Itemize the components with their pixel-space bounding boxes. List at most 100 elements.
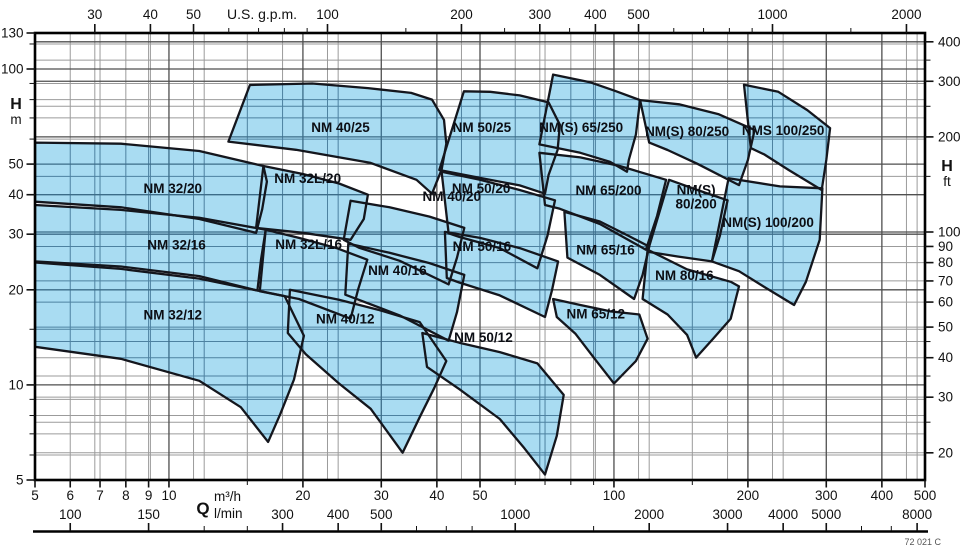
bottom-m3h-tick-label: 30 <box>374 488 389 503</box>
bottom-m3h-tick-label: 5 <box>31 488 39 503</box>
left-tick-label: 10 <box>8 377 23 392</box>
flow-axis-symbol: Q <box>196 499 209 518</box>
region-label-nm-s-100-200: NM(S) 100/200 <box>722 215 814 230</box>
top-tick-label: 40 <box>143 7 158 22</box>
region-nm-s-65-250 <box>539 74 641 172</box>
region-outline-nm-50-16 <box>443 230 560 319</box>
region-label-nm-50-12: NM 50/12 <box>454 330 513 345</box>
left-tick-label: 5 <box>16 473 24 488</box>
right-tick-label: 200 <box>938 129 961 144</box>
top-tick-label: 100 <box>316 7 339 22</box>
region-nm-50-25 <box>439 91 560 194</box>
region-nm-s-80-200 <box>647 179 728 262</box>
top-tick-label: 400 <box>584 7 607 22</box>
region-nm-40-16 <box>345 243 465 341</box>
region-nm-32-20 <box>35 142 267 233</box>
region-label-nm-40-20: NM 40/20 <box>422 189 481 204</box>
bottom-lmin-tick-label: 5000 <box>811 507 841 522</box>
region-label-nms-100-250: NMS 100/250 <box>742 123 825 138</box>
region-label-nm-32-12: NM 32/12 <box>144 308 203 323</box>
bottom-m3h-tick-label: 40 <box>429 488 444 503</box>
region-nm-80-16 <box>642 249 739 358</box>
region-label-nm-40-16: NM 40/16 <box>368 263 427 278</box>
region-label-nm-80-16: NM 80/16 <box>655 268 714 283</box>
region-label-nm-50-25: NM 50/25 <box>453 120 512 135</box>
figure-code: 72 021 C <box>904 537 941 547</box>
region-outline-nm-65-12 <box>551 297 649 385</box>
bottom-lmin-tick-label: 150 <box>137 507 160 522</box>
right-tick-label: 50 <box>938 320 953 335</box>
bottom-m3h-tick-label: 50 <box>472 488 487 503</box>
bottom-m3h-tick-label: 500 <box>914 488 937 503</box>
region-outline-nm-s-80-250 <box>638 98 756 187</box>
bottom-m3h-tick-label: 200 <box>737 488 760 503</box>
left-tick-label: 40 <box>8 187 23 202</box>
top-tick-label: 1000 <box>757 7 787 22</box>
region-label-nm-s-80-250: NM(S) 80/250 <box>645 124 729 139</box>
region-outline-nm-s-100-200 <box>710 177 824 307</box>
top-tick-label: 500 <box>627 7 650 22</box>
left-tick-label: 30 <box>8 227 23 242</box>
region-outline-nm-s-65-250 <box>538 73 642 173</box>
region-label-nm-50-16: NM 50/16 <box>453 239 512 254</box>
bottom-lmin-tick-label: 8000 <box>902 507 932 522</box>
region-nm-50-12 <box>422 333 564 475</box>
region-label-nm-65-12: NM 65/12 <box>566 307 625 322</box>
left-tick-label: 130 <box>1 26 24 41</box>
bottom-lmin-tick-label: 2000 <box>634 507 664 522</box>
bottom-m3h-tick-label: 9 <box>145 488 153 503</box>
region-label-nm-s-80-200: 80/200 <box>675 196 716 211</box>
region-label-nm-40-12: NM 40/12 <box>316 312 375 327</box>
bottom-m3h-tick-label: 7 <box>96 488 104 503</box>
region-outline-nm-50-25 <box>438 90 562 195</box>
region-outline-nm-65-16 <box>563 210 651 301</box>
top-tick-label: 30 <box>87 7 102 22</box>
region-outline-nm-32-16 <box>35 203 267 292</box>
bottom-m3h-tick-label: 100 <box>603 488 626 503</box>
left-tick-label: 100 <box>1 61 24 76</box>
top-tick-label: 200 <box>450 7 473 22</box>
regions-outline-layer <box>35 73 832 476</box>
region-label-nm-65-16: NM 65/16 <box>576 243 635 258</box>
region-outline-nm-40-12 <box>286 288 448 454</box>
region-nm-50-16 <box>444 231 559 317</box>
bottom-lmin-tick-label: 3000 <box>713 507 743 522</box>
right-tick-label: 100 <box>938 224 961 239</box>
bottom-m3h-tick-label: 300 <box>815 488 838 503</box>
right-tick-label: 30 <box>938 390 953 405</box>
bottom-m3h-tick-label: 400 <box>871 488 894 503</box>
region-labels-layer: NM 32/20 NM 32L/20 NM 40/25 NM 50/25 NM(S) 6… <box>144 120 825 345</box>
region-outline-nm-32-20 <box>35 141 269 234</box>
region-outline-nm-65-200 <box>538 151 668 251</box>
region-outline-nm-40-16 <box>344 242 466 342</box>
region-nm-50-20 <box>441 171 555 269</box>
top-tick-label: 50 <box>186 7 201 22</box>
left-tick-label: 50 <box>8 157 23 172</box>
right-tick-label: 60 <box>938 295 953 310</box>
left-axis-title: H <box>10 96 22 113</box>
bottom-axis-unit-lmin: l/min <box>214 506 243 521</box>
right-tick-label: 20 <box>938 445 953 460</box>
bottom-m3h-tick-label: 8 <box>122 488 130 503</box>
region-outline-nm-80-16 <box>641 248 741 359</box>
region-outline-nms-100-250 <box>742 83 832 192</box>
bottom-lmin-tick-label: 4000 <box>768 507 798 522</box>
right-tick-label: 40 <box>938 350 953 365</box>
bottom-m3h-tick-label: 6 <box>66 488 74 503</box>
right-tick-label: 90 <box>938 239 953 254</box>
left-axis-unit: m <box>10 112 21 127</box>
region-outline-nm-32-12 <box>35 261 306 444</box>
bottom-lmin-tick-label: 300 <box>271 507 294 522</box>
bottom-m3h-tick-label: 10 <box>161 488 176 503</box>
left-tick-label: 20 <box>8 282 23 297</box>
region-label-nm-32l-20: NM 32L/20 <box>274 171 341 186</box>
right-axis-title: H <box>941 158 953 175</box>
bottom-lmin-tick-label: 400 <box>327 507 350 522</box>
region-label-nm-32-20: NM 32/20 <box>144 181 203 196</box>
region-label-nm-65-200: NM 65/200 <box>575 183 641 198</box>
region-label-nm-40-25: NM 40/25 <box>311 120 370 135</box>
bottom-m3h-tick-label: 20 <box>295 488 310 503</box>
